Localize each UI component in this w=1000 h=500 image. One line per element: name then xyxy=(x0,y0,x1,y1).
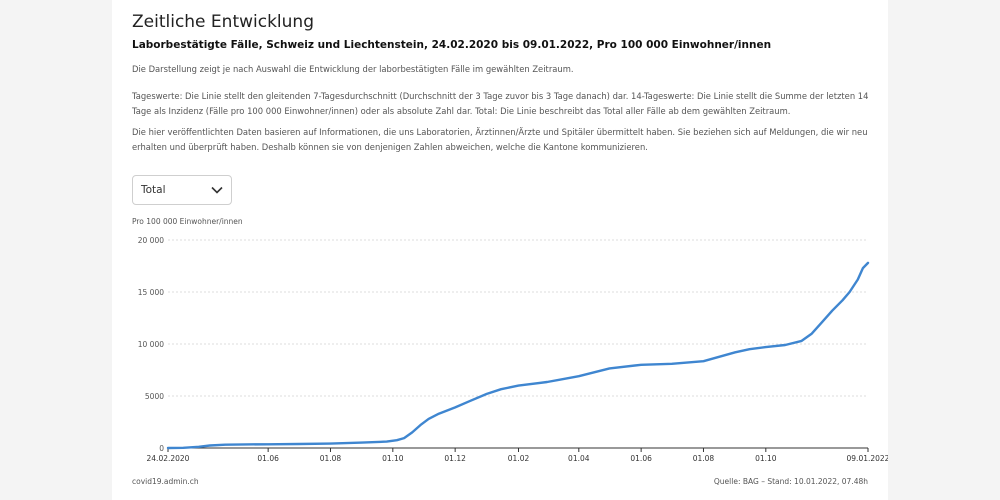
x-tick-label: 01.08 xyxy=(693,454,715,463)
x-tick-label: 01.06 xyxy=(257,454,279,463)
chevron-down-icon xyxy=(211,186,223,194)
x-tick-label: 01.08 xyxy=(320,454,342,463)
x-tick-label: 24.02.2020 xyxy=(147,454,190,463)
y-tick-label: 15 000 xyxy=(138,288,164,297)
x-tick-label: 01.10 xyxy=(382,454,404,463)
page-title: Zeitliche Entwicklung xyxy=(132,12,314,32)
view-select[interactable]: Total xyxy=(132,175,232,205)
description-modes: Tageswerte: Die Linie stellt den gleiten… xyxy=(132,91,869,116)
y-tick-label: 5000 xyxy=(145,392,164,401)
y-axis-label: Pro 100 000 Einwohner/innen xyxy=(132,217,243,226)
x-tick-label: 01.02 xyxy=(508,454,530,463)
view-select-value: Total xyxy=(141,184,166,196)
x-tick-label: 09.01.2022 xyxy=(847,454,888,463)
footer-source: Quelle: BAG – Stand: 10.01.2022, 07.48h xyxy=(713,477,868,486)
x-tick-label: 01.06 xyxy=(630,454,652,463)
chart-subtitle: Laborbestätigte Fälle, Schweiz und Liech… xyxy=(132,39,772,51)
x-tick-label: 01.12 xyxy=(444,454,466,463)
footer-site: covid19.admin.ch xyxy=(132,477,199,486)
y-tick-label: 20 000 xyxy=(138,236,164,245)
x-tick-label: 01.10 xyxy=(755,454,777,463)
chart-card: Zeitliche Entwicklung Laborbestätigte Fä… xyxy=(112,0,888,500)
description-intro: Die Darstellung zeigt je nach Auswahl di… xyxy=(132,64,574,74)
y-tick-label: 0 xyxy=(159,444,164,453)
description-source: Die hier veröffentlichten Daten basieren… xyxy=(132,127,868,152)
line-chart: 0 5000 10 000 15 000 20 000 24.02.2020 01.06 01… xyxy=(138,236,888,463)
y-tick-label: 10 000 xyxy=(138,340,164,349)
series-line-total xyxy=(166,261,870,450)
x-tick-label: 01.04 xyxy=(568,454,590,463)
